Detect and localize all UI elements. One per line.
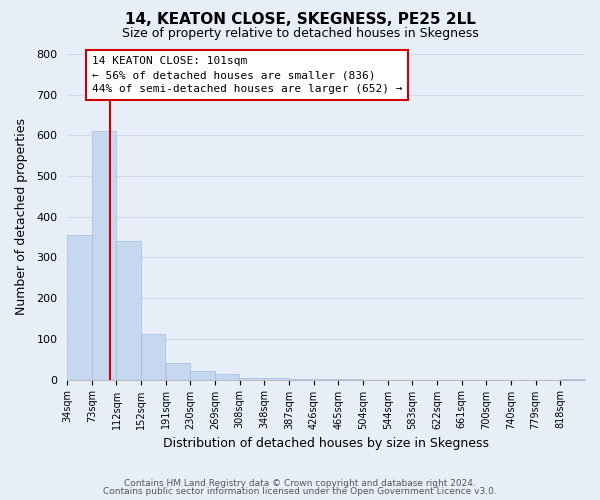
Bar: [314, 379, 338, 380]
Text: 14, KEATON CLOSE, SKEGNESS, PE25 2LL: 14, KEATON CLOSE, SKEGNESS, PE25 2LL: [125, 12, 475, 28]
Text: Size of property relative to detached houses in Skegness: Size of property relative to detached ho…: [122, 28, 478, 40]
X-axis label: Distribution of detached houses by size in Skegness: Distribution of detached houses by size …: [163, 437, 489, 450]
Bar: [215, 374, 239, 380]
Text: 14 KEATON CLOSE: 101sqm
← 56% of detached houses are smaller (836)
44% of semi-d: 14 KEATON CLOSE: 101sqm ← 56% of detache…: [92, 56, 403, 94]
Bar: [240, 378, 264, 380]
Bar: [289, 379, 313, 380]
Bar: [166, 364, 190, 380]
Bar: [190, 370, 215, 380]
Bar: [67, 235, 92, 380]
Text: Contains public sector information licensed under the Open Government Licence v3: Contains public sector information licen…: [103, 487, 497, 496]
Bar: [92, 132, 116, 380]
Bar: [141, 334, 166, 380]
Bar: [560, 379, 584, 380]
Bar: [116, 241, 141, 380]
Bar: [265, 378, 289, 380]
Y-axis label: Number of detached properties: Number of detached properties: [15, 118, 28, 316]
Text: Contains HM Land Registry data © Crown copyright and database right 2024.: Contains HM Land Registry data © Crown c…: [124, 478, 476, 488]
